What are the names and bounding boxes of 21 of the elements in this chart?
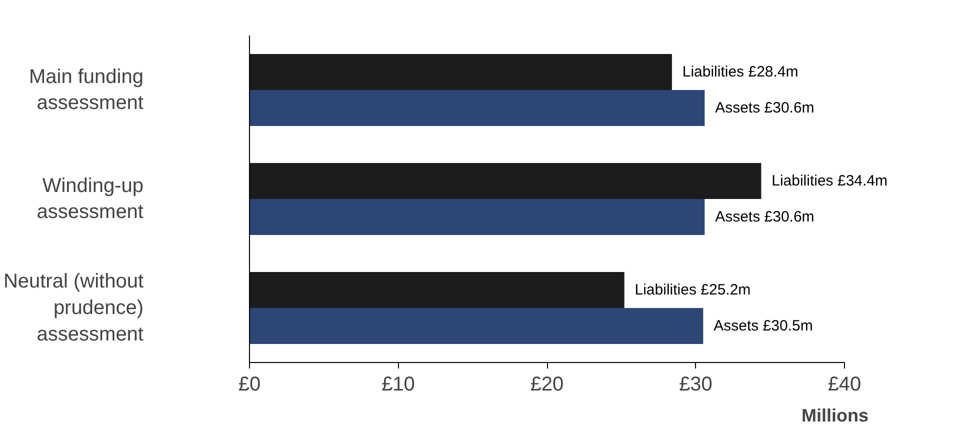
bar [250, 54, 672, 90]
y-tick-label: Neutral (without prudence) assessment [3, 270, 144, 346]
x-tick-label: £10 [382, 374, 415, 396]
x-tick-label: £40 [828, 374, 862, 396]
data-label: Assets £30.6m [715, 99, 814, 116]
data-label: Liabilities £28.4m [682, 64, 798, 81]
y-tick-label: Winding-up assessment [36, 174, 144, 224]
data-label: Liabilities £34.4m [772, 172, 888, 190]
bar [250, 163, 762, 199]
data-label: Liabilities £25.2m [634, 282, 751, 299]
bar [250, 308, 704, 344]
x-tick-label: £20 [530, 374, 564, 396]
x-axis-title: Millions [802, 406, 868, 426]
bar [250, 199, 705, 235]
data-label: Assets £30.5m [714, 317, 813, 334]
y-tick-label: Main funding assessment [28, 66, 144, 114]
bar [250, 90, 705, 126]
data-label: Assets £30.6m [715, 208, 814, 226]
x-tick-label: £0 [238, 374, 261, 396]
bar [250, 272, 624, 308]
x-tick-label: £30 [679, 374, 712, 396]
